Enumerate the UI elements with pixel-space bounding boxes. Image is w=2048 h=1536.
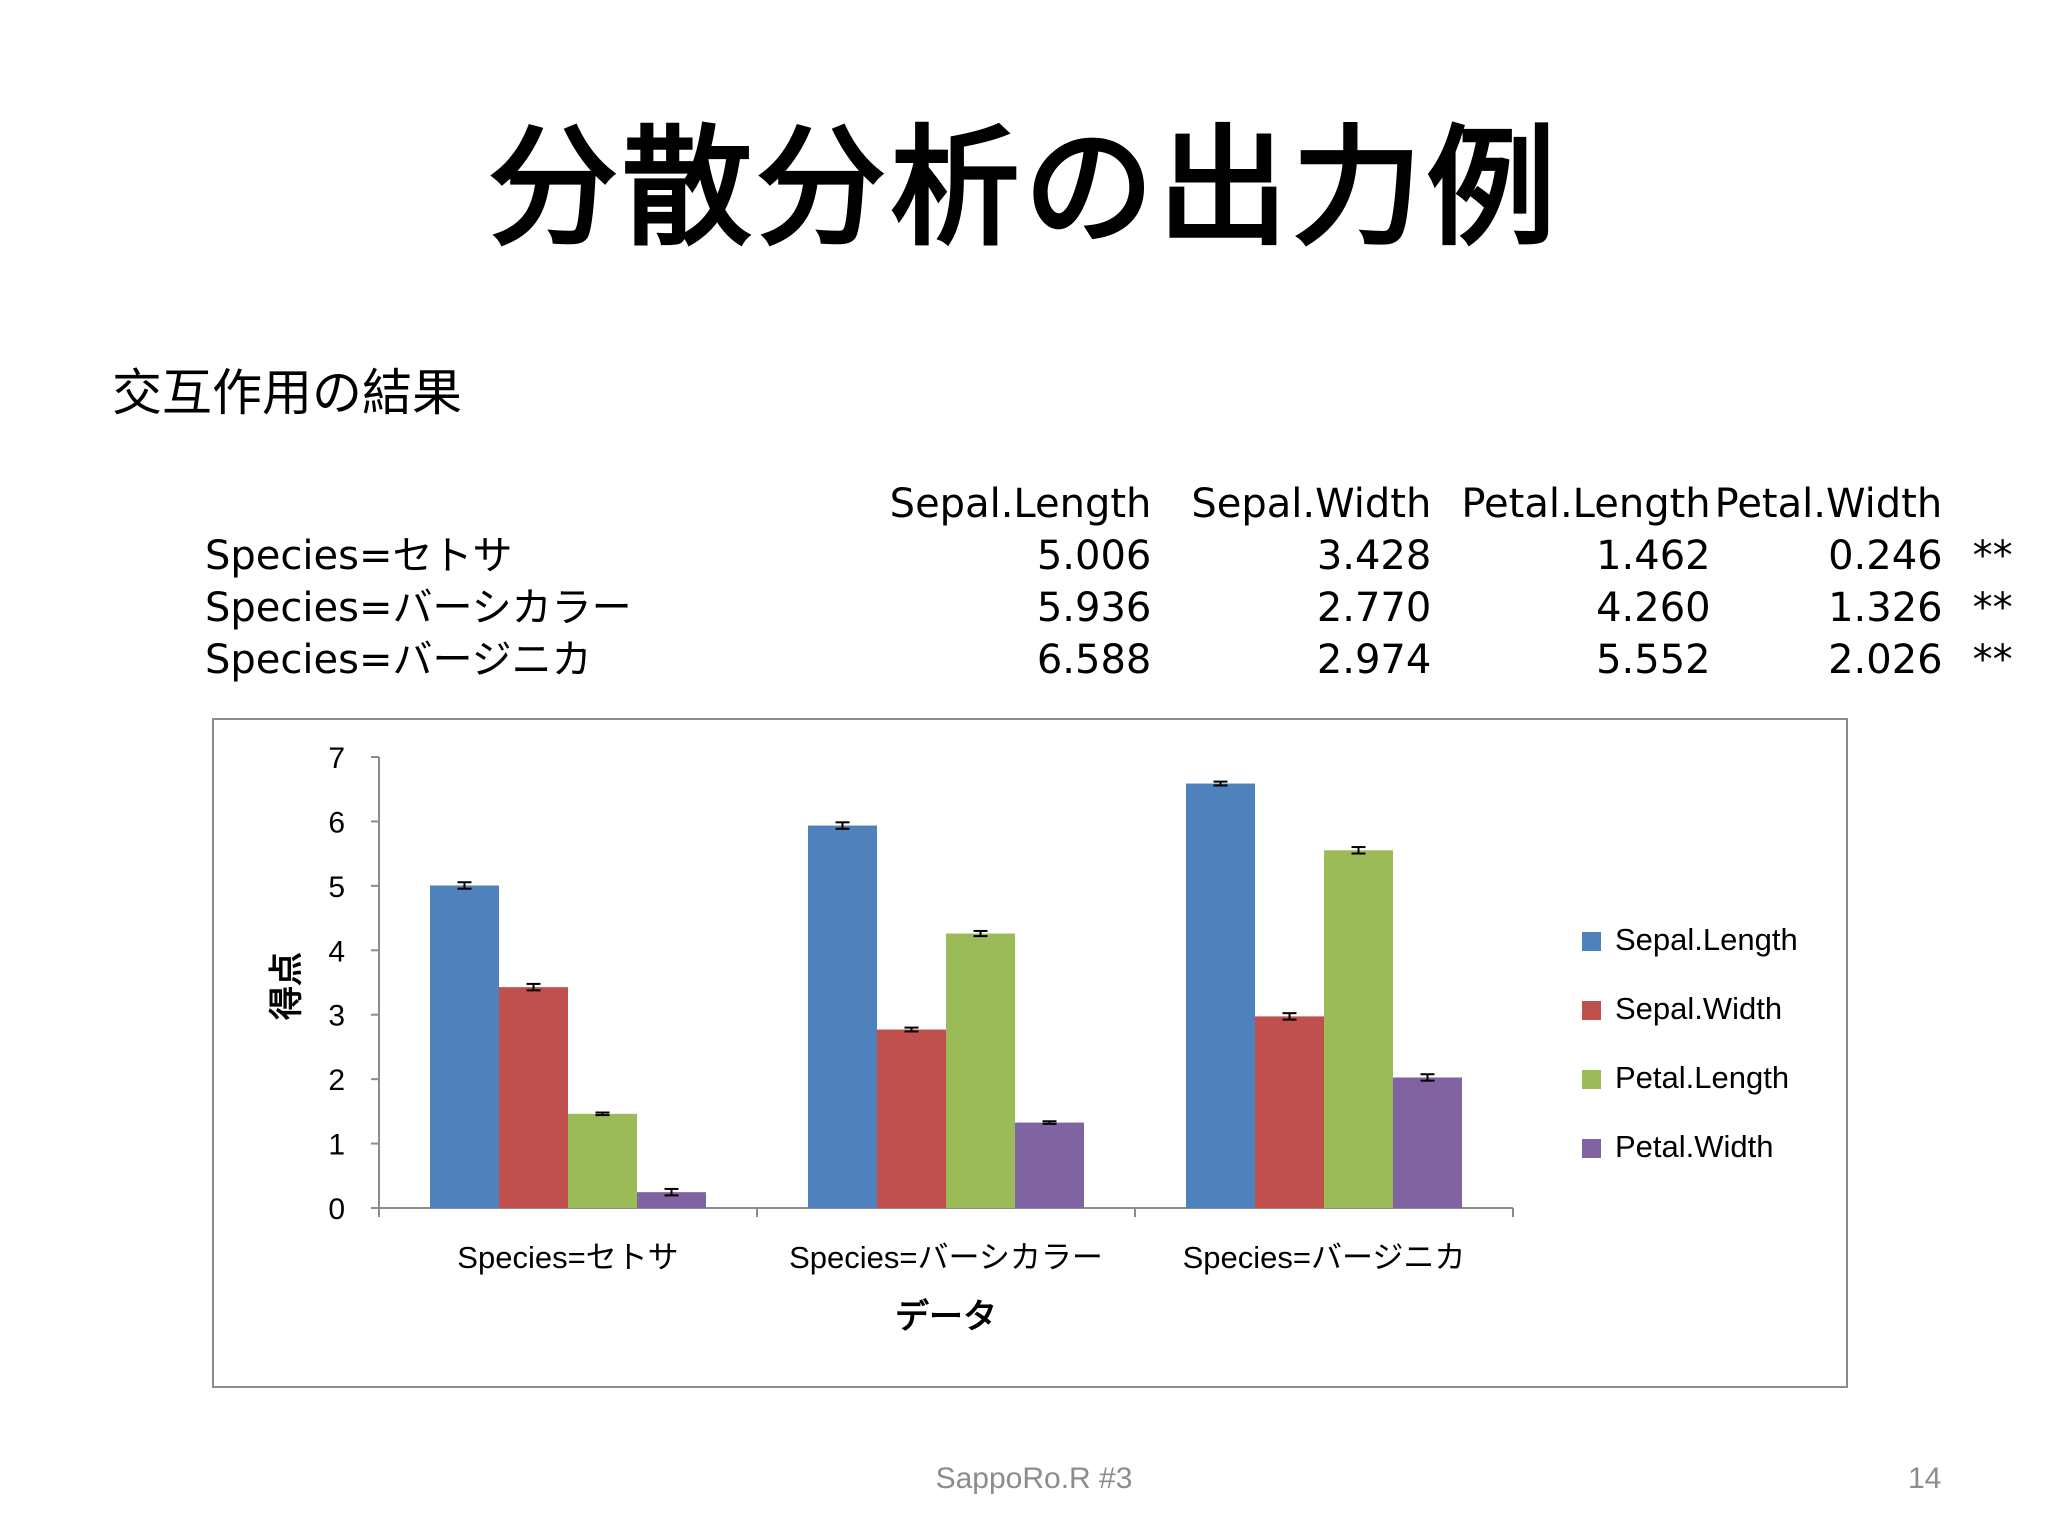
- column-header: Sepal.Width: [1191, 481, 1432, 527]
- table-row: Species=バーシカラー 5.936 2.770 4.260 1.326 *…: [205, 582, 2013, 634]
- y-tick-label: 3: [328, 1000, 345, 1033]
- slide-title: 分散分析の出力例: [487, 112, 1560, 264]
- page-number: 14: [1908, 1462, 1942, 1495]
- legend-label: Sepal.Length: [1615, 922, 1798, 957]
- bar: [1186, 783, 1255, 1208]
- footer-text: SappoRo.R #3: [935, 1462, 1133, 1495]
- column-header: Petal.Length: [1461, 481, 1711, 527]
- legend-label: Sepal.Width: [1615, 991, 1782, 1026]
- table-cell: 3.428: [1316, 533, 1432, 579]
- bar: [637, 1192, 706, 1208]
- table-corner: [205, 478, 632, 530]
- table-cell: 5.552: [1596, 637, 1711, 683]
- bar-chart: 0 1 2 3 4 5 6 7 Species=セトサ Species=バーシカラー Species…: [268, 742, 1798, 1336]
- y-axis-title: 得点: [268, 952, 306, 1021]
- bar: [808, 825, 877, 1208]
- bar: [1324, 850, 1393, 1208]
- y-tick-label: 1: [328, 1129, 345, 1162]
- bar: [430, 885, 499, 1208]
- table-cell: 6.588: [1036, 637, 1152, 683]
- x-tick-label: Species=バーシカラー: [789, 1240, 1103, 1275]
- bar: [568, 1113, 637, 1208]
- significance-marker: **: [1972, 585, 2013, 631]
- y-tick-label: 5: [328, 871, 345, 904]
- legend-label: Petal.Width: [1615, 1129, 1774, 1164]
- chart-frame: 0 1 2 3 4 5 6 7 Species=セトサ Species=バーシカラー Species…: [212, 718, 1848, 1388]
- table-cell: 4.260: [1596, 585, 1711, 631]
- table-cell: 1.326: [1828, 585, 1943, 631]
- y-tick-label: 7: [328, 742, 345, 775]
- table-cell: 1.462: [1596, 533, 1711, 579]
- legend-swatch: [1582, 932, 1601, 951]
- x-tick-label: Species=バージニカ: [1183, 1240, 1466, 1275]
- row-label: Species=バージニカ: [205, 637, 592, 683]
- table-header-row: Sepal.Length Sepal.Width Petal.Length Pe…: [205, 478, 2013, 530]
- table-cell: 2.026: [1828, 637, 1943, 683]
- slide-subtitle: 交互作用の結果: [112, 364, 462, 422]
- legend-swatch: [1582, 1001, 1601, 1020]
- x-axis-title: データ: [895, 1297, 997, 1336]
- bar: [946, 933, 1015, 1208]
- bar: [499, 987, 568, 1208]
- bar: [1393, 1077, 1462, 1208]
- row-label: Species=バーシカラー: [205, 585, 632, 631]
- row-label: Species=セトサ: [205, 533, 513, 579]
- table-cell: 2.770: [1316, 585, 1432, 631]
- bar: [877, 1029, 946, 1208]
- legend-swatch: [1582, 1070, 1601, 1089]
- table-cell: 5.936: [1036, 585, 1152, 631]
- y-tick-label: 0: [328, 1193, 345, 1226]
- y-tick-label: 4: [328, 935, 345, 968]
- legend-swatch: [1582, 1139, 1601, 1158]
- significance-marker: **: [1972, 533, 2013, 579]
- bar: [1015, 1122, 1084, 1208]
- column-header: Petal.Width: [1714, 481, 1943, 527]
- column-header: Sepal.Length: [889, 481, 1152, 527]
- table-row: Species=セトサ 5.006 3.428 1.462 0.246 **: [205, 530, 2013, 582]
- results-table: Sepal.Length Sepal.Width Petal.Length Pe…: [205, 478, 2013, 686]
- table-cell: 0.246: [1828, 533, 1943, 579]
- significance-marker: **: [1972, 637, 2013, 683]
- table-row: Species=バージニカ 6.588 2.974 5.552 2.026 **: [205, 634, 2013, 686]
- y-tick-label: 2: [328, 1064, 345, 1097]
- table-cell: 5.006: [1036, 533, 1152, 579]
- legend-label: Petal.Length: [1615, 1060, 1789, 1095]
- x-tick-label: Species=セトサ: [457, 1240, 678, 1275]
- bar: [1255, 1016, 1324, 1208]
- table-cell: 2.974: [1316, 637, 1432, 683]
- column-header-sig: [1943, 478, 2013, 530]
- y-tick-label: 6: [328, 806, 345, 839]
